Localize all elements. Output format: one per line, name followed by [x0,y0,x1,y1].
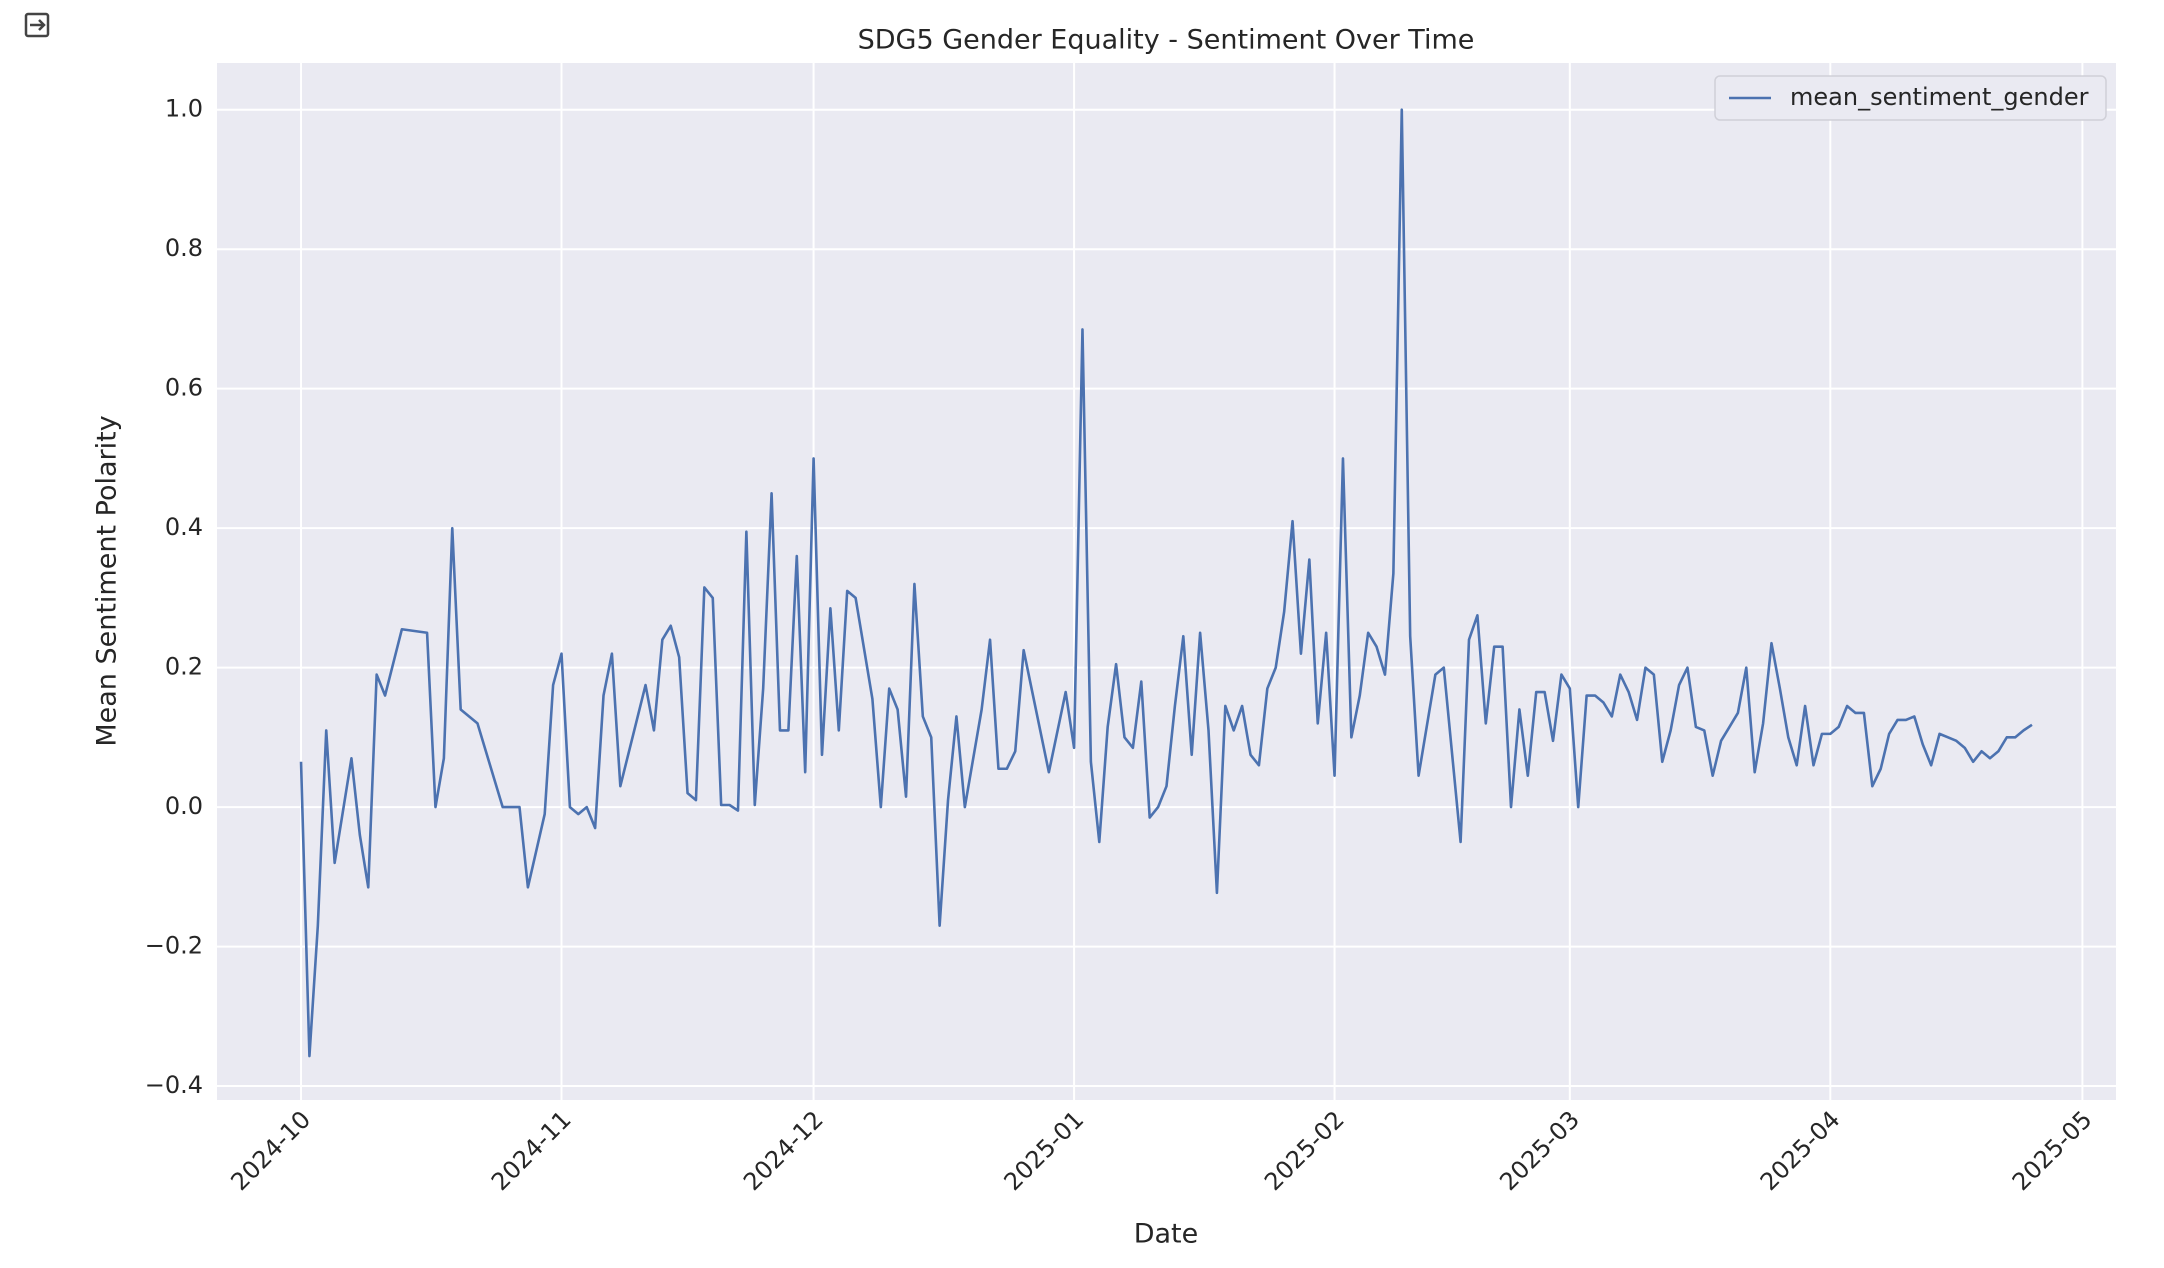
y-axis-label: Mean Sentiment Polarity [92,415,123,746]
x-tick-label: 2024-12 [738,1105,829,1196]
legend-box [1714,75,2107,121]
x-tick-label: 2025-01 [999,1105,1090,1196]
x-tick-label: 2025-02 [1259,1105,1350,1196]
legend-label: mean_sentiment_gender [1790,83,2089,111]
x-tick-label: 2025-03 [1494,1105,1585,1196]
icon-arrow [30,19,46,31]
x-axis-label: Date [1134,1219,1199,1250]
y-tick-label: −0.4 [145,1071,203,1099]
y-tick-label: 1.0 [165,95,203,123]
y-tick-label: 0.6 [165,374,203,402]
chart-title: SDG5 Gender Equality - Sentiment Over Ti… [858,25,1475,56]
x-tick-label: 2025-04 [1755,1105,1846,1196]
output-icon[interactable] [24,12,50,38]
y-tick-label: 0.8 [165,234,203,262]
y-tick-label: 0.0 [165,792,203,820]
x-tick-label: 2025-05 [2007,1105,2098,1196]
icon-frame [24,12,50,38]
x-tick-label: 2024-10 [226,1105,317,1196]
y-tick-label: 0.4 [165,513,203,541]
data-line [299,108,2033,1058]
y-tick-label: 0.2 [165,653,203,681]
y-tick-label: −0.2 [145,932,203,960]
x-tick-label: 2024-11 [486,1105,577,1196]
plot-area [217,63,2116,1100]
